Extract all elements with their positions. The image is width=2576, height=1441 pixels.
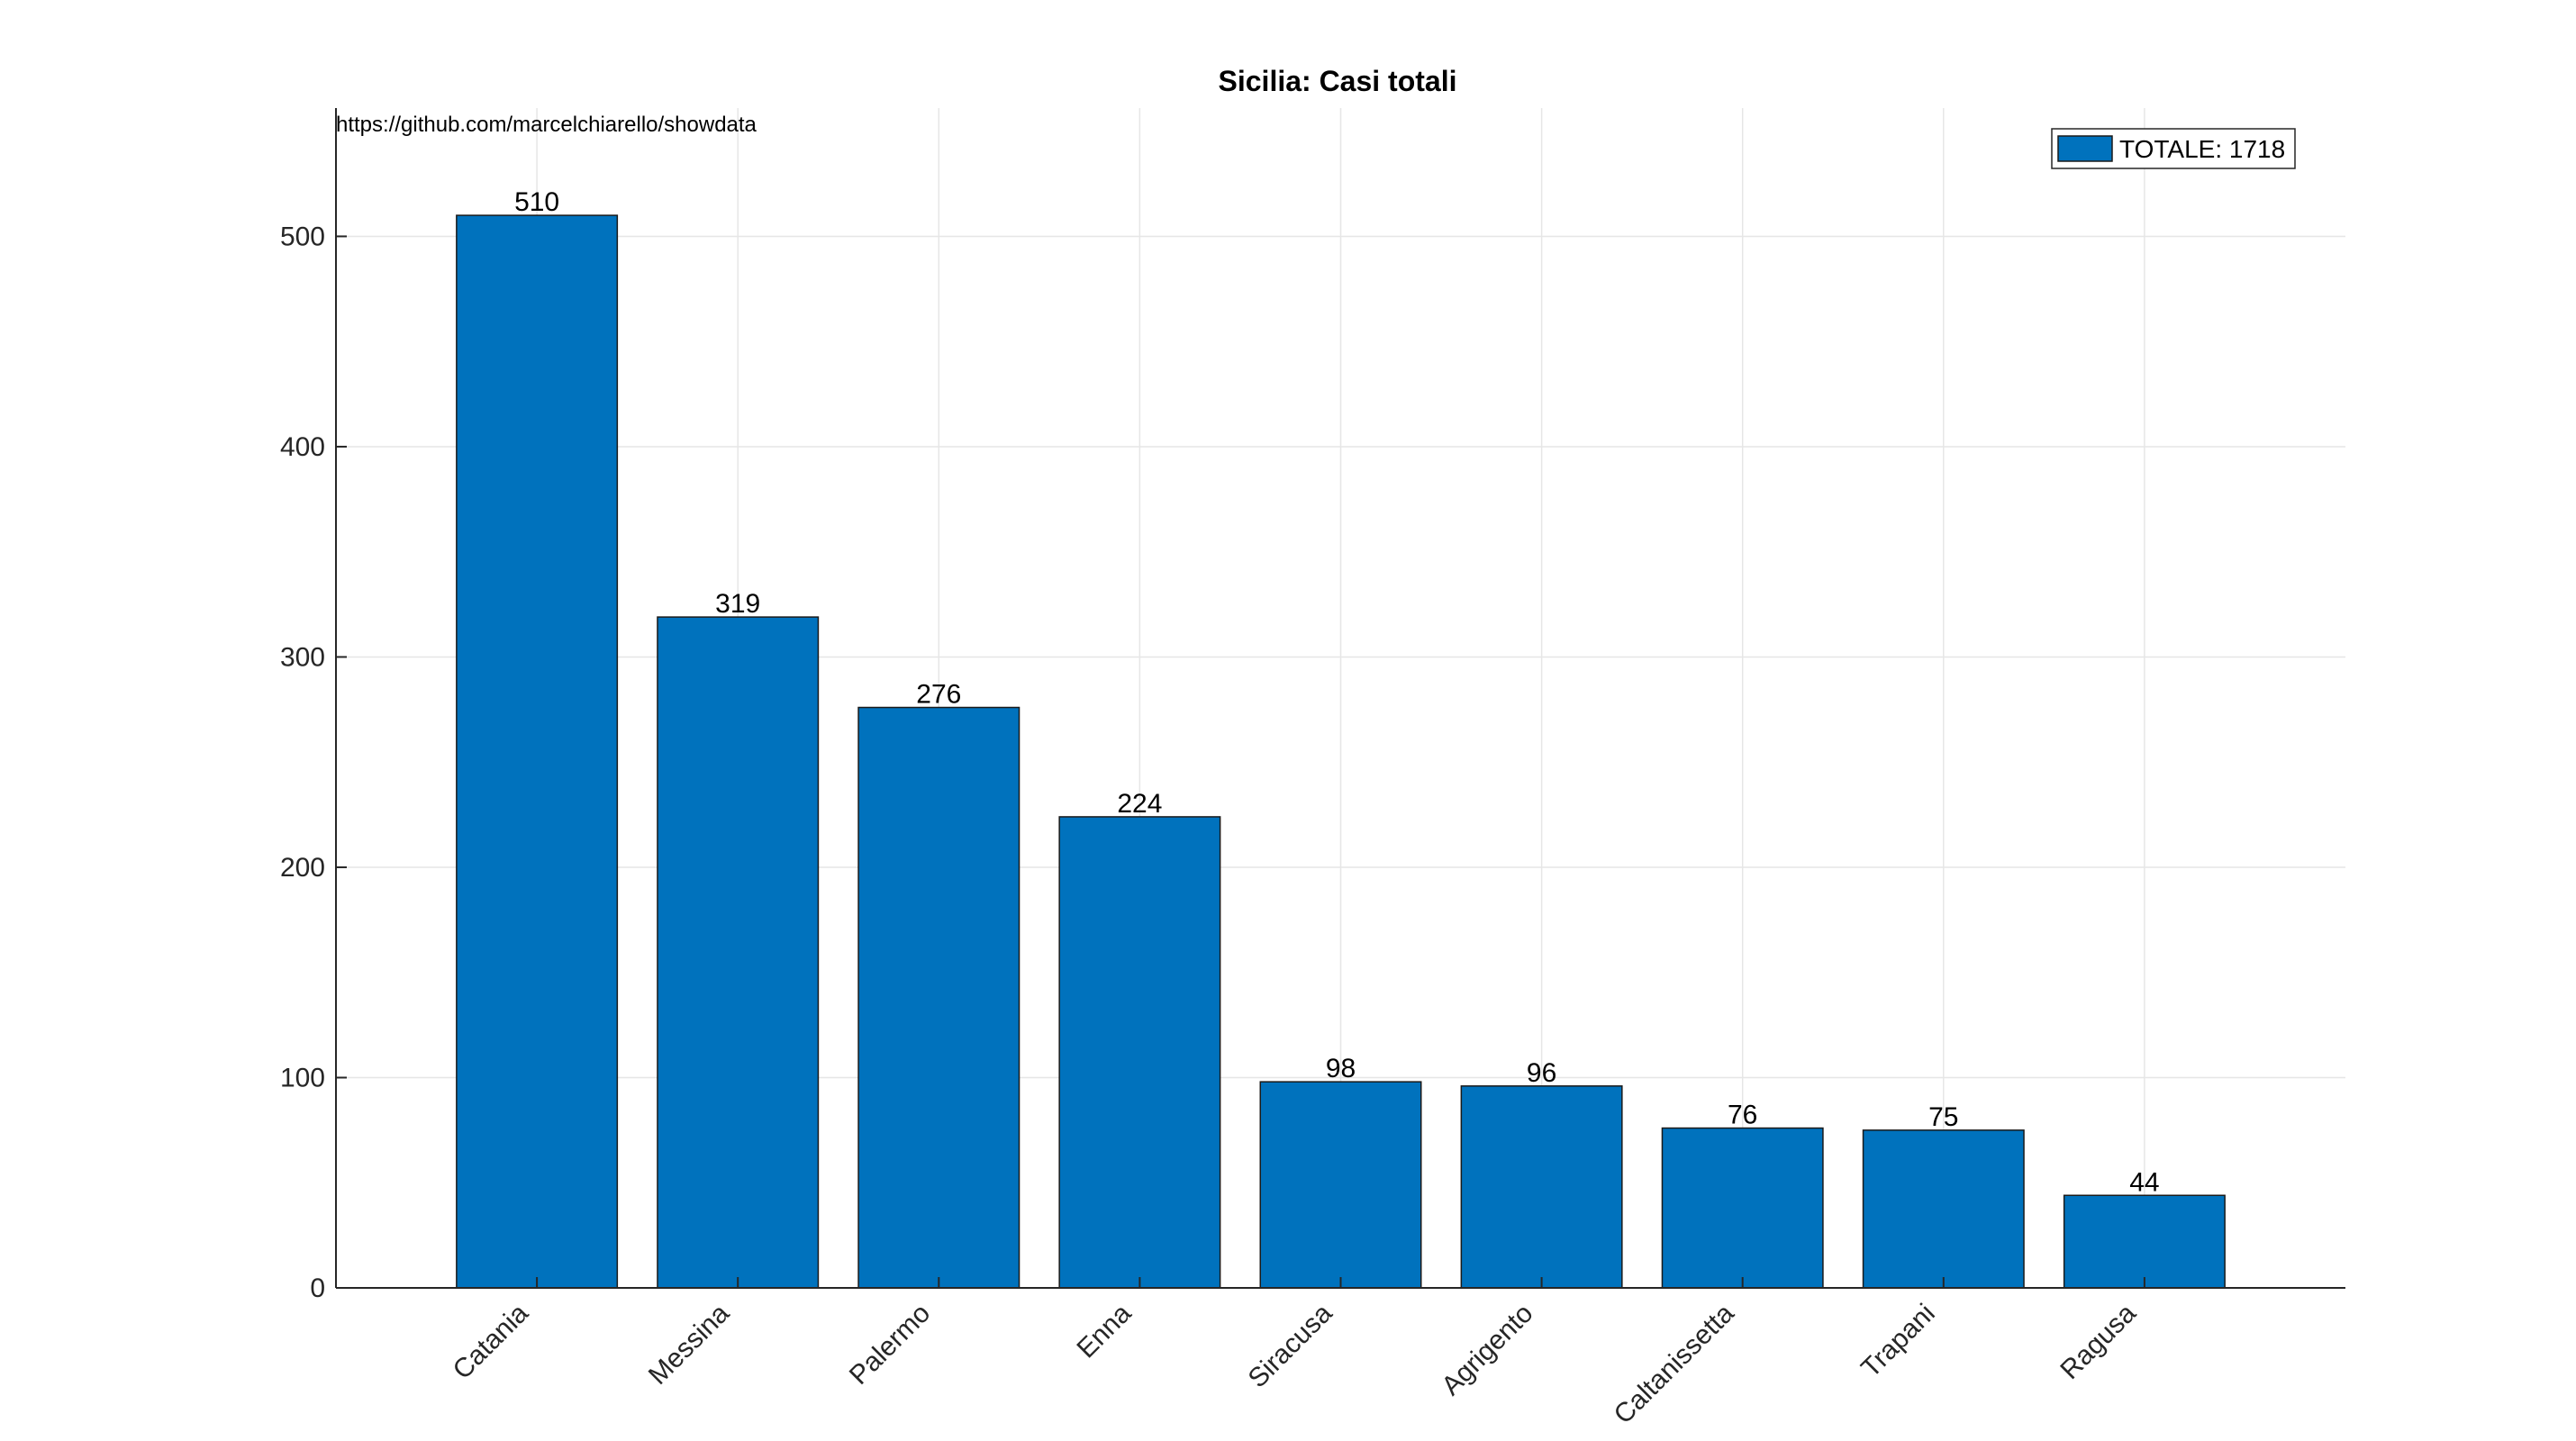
y-tick-label: 100 xyxy=(280,1063,325,1092)
legend: TOTALE: 1718 xyxy=(2051,128,2296,169)
data-label: 76 xyxy=(1728,1101,1757,1130)
data-label: 96 xyxy=(1527,1058,1556,1088)
data-label: 44 xyxy=(2129,1167,2159,1197)
axes-layer xyxy=(335,108,2345,1289)
bar-caltanissetta xyxy=(1661,1127,1824,1289)
bar-ragusa xyxy=(2063,1194,2226,1289)
data-label: 224 xyxy=(1117,789,1162,819)
chart-title: Sicilia: Casi totali xyxy=(1219,65,1457,97)
x-tick-label: Messina xyxy=(643,1298,736,1391)
y-tick-label: 0 xyxy=(310,1273,325,1303)
data-label: 98 xyxy=(1326,1054,1356,1083)
bar-trapani xyxy=(1862,1129,2025,1289)
data-label: 510 xyxy=(514,187,559,217)
y-tick-label: 200 xyxy=(280,853,325,883)
x-tick-label: Agrigento xyxy=(1436,1299,1538,1401)
data-label: 319 xyxy=(715,589,760,619)
x-tick-label: Caltanissetta xyxy=(1609,1298,1740,1429)
bar-palermo xyxy=(857,706,1020,1289)
data-label: 276 xyxy=(916,680,961,710)
x-tick-label: Palermo xyxy=(844,1299,936,1391)
bars-layer xyxy=(456,214,2226,1289)
y-tick-label: 500 xyxy=(280,222,325,251)
grid-layer xyxy=(336,108,2345,1289)
x-tick-label: Siracusa xyxy=(1243,1298,1338,1393)
x-tick-label: Catania xyxy=(448,1298,535,1385)
source-note: https://github.com/marcelchiarello/showd… xyxy=(336,113,757,137)
bar-enna xyxy=(1058,816,1221,1289)
bar-agrigento xyxy=(1460,1085,1623,1289)
bar-siracusa xyxy=(1259,1081,1422,1289)
bar-messina xyxy=(657,616,820,1289)
bar-catania xyxy=(456,214,619,1289)
legend-label: TOTALE: 1718 xyxy=(2119,135,2285,163)
x-tick-label: Enna xyxy=(1071,1298,1137,1364)
data-labels-layer: 510 319 276 224 98 96 76 75 44 xyxy=(514,187,2160,1197)
y-tick-label: 400 xyxy=(280,432,325,462)
x-tick-label: Trapani xyxy=(1855,1299,1940,1383)
x-tick-label: Ragusa xyxy=(2054,1298,2142,1385)
data-label: 75 xyxy=(1928,1102,1958,1132)
legend-swatch xyxy=(2057,135,2113,162)
y-tick-label: 300 xyxy=(280,642,325,672)
